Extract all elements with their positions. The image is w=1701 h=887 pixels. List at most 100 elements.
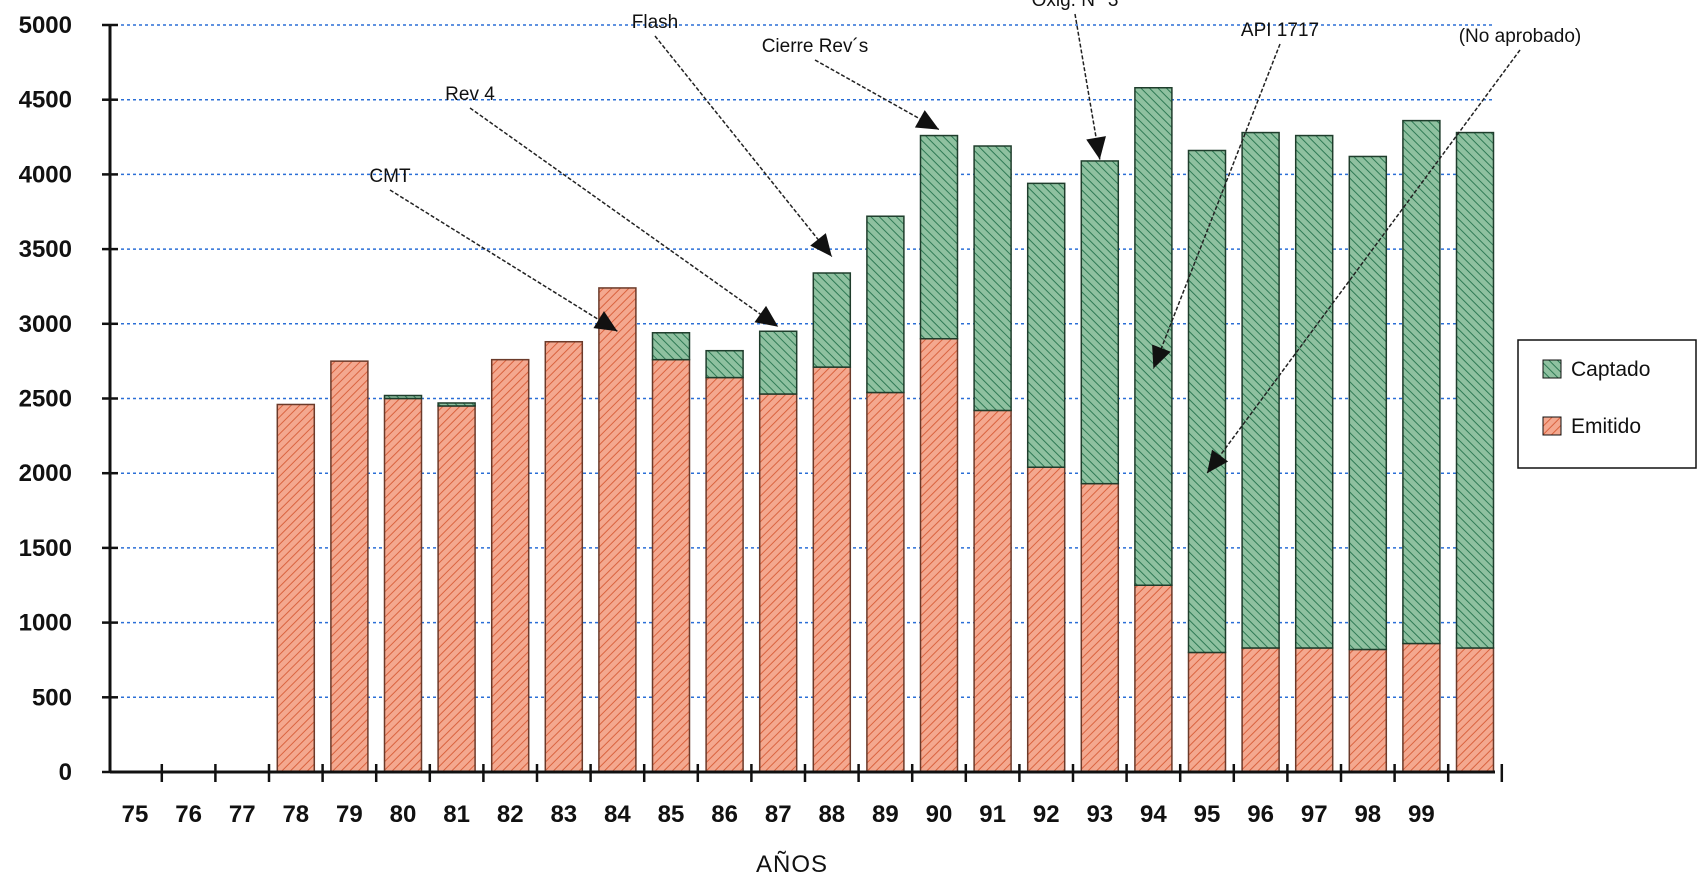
y-tick-label: 500 xyxy=(32,684,72,711)
x-tick-label: 77 xyxy=(229,801,256,828)
bars xyxy=(276,86,1495,773)
y-tick-label: 2500 xyxy=(19,386,72,413)
bar-emitido-last xyxy=(1455,647,1495,773)
bar-emitido-91 xyxy=(973,409,1012,773)
annotation-label: Oxig. N° 3 xyxy=(1032,0,1119,11)
bar-emitido-95 xyxy=(1187,651,1227,773)
legend: Captado Emitido xyxy=(1517,339,1697,469)
y-tick-label: 1000 xyxy=(19,610,72,637)
bar-emitido-80 xyxy=(383,397,423,773)
annotation-label: (No aprobado) xyxy=(1459,26,1582,47)
annotation-arrow-line xyxy=(389,189,618,332)
x-tick-label: 84 xyxy=(604,801,631,828)
bar-captado-88 xyxy=(812,272,852,368)
legend-label-emitido: Emitido xyxy=(1571,415,1641,438)
annotation-arrowhead xyxy=(1086,136,1106,160)
bar-emitido-83 xyxy=(544,340,584,773)
legend-swatch-emitido xyxy=(1542,416,1562,436)
bar-emitido-85 xyxy=(651,358,691,773)
x-tick-label: 89 xyxy=(872,801,899,828)
x-tick-label: 79 xyxy=(336,801,363,828)
annotation-arrowhead xyxy=(754,305,779,327)
bar-emitido-97 xyxy=(1294,647,1334,773)
y-tick-label: 4000 xyxy=(19,161,72,188)
x-tick-label: 96 xyxy=(1247,801,1274,828)
bar-emitido-78 xyxy=(276,403,316,773)
x-tick-label: 98 xyxy=(1354,801,1381,828)
annotation-label: API 1717 xyxy=(1241,20,1319,41)
annotations: CMT Rev 4 Flash Cierre Rev´s Oxig. N° 3 API 1… xyxy=(369,0,1582,474)
bar-captado-86 xyxy=(705,349,744,379)
bar-emitido-82 xyxy=(490,358,530,773)
x-tick-label: 75 xyxy=(122,801,149,828)
gridlines xyxy=(115,24,1495,699)
x-tick-label: 82 xyxy=(497,801,524,828)
x-tick-label: 78 xyxy=(282,801,309,828)
bar-emitido-87 xyxy=(758,393,798,773)
annotation-arrowhead xyxy=(914,110,939,130)
annotation-arrow-line xyxy=(469,107,779,328)
annotation-label: Flash xyxy=(632,12,678,33)
bar-captado-81 xyxy=(437,402,476,407)
bar-captado-96 xyxy=(1241,131,1280,649)
bar-captado-90 xyxy=(919,134,959,340)
annotation-arrowhead xyxy=(593,311,618,332)
annotation-arrowhead xyxy=(810,233,832,257)
x-tick-label: 81 xyxy=(443,801,470,828)
x-tick-label: 95 xyxy=(1194,801,1221,828)
bar-emitido-79 xyxy=(330,360,369,773)
annotation-label: Rev 4 xyxy=(445,84,495,105)
annotation-arrow-line xyxy=(654,35,833,258)
legend-label-captado: Captado xyxy=(1571,358,1650,381)
annotation-label: Cierre Rev´s xyxy=(762,36,869,57)
annotation-arrow-line xyxy=(1206,49,1521,474)
bar-emitido-99 xyxy=(1402,642,1441,773)
x-tick-label: 87 xyxy=(765,801,792,828)
bar-captado-87 xyxy=(758,330,798,395)
bar-emitido-81 xyxy=(437,405,476,773)
x-tick-label: 99 xyxy=(1408,801,1435,828)
axes: 0 500 1000 1500 2000 2500 3000 3500 4000 4500 5000… xyxy=(19,12,1504,828)
bar-emitido-90 xyxy=(919,337,959,773)
y-tick-label: 4500 xyxy=(19,87,72,114)
x-tick-label: 76 xyxy=(175,801,202,828)
y-tick-label: 2000 xyxy=(19,460,72,487)
bar-captado-80 xyxy=(383,394,423,400)
y-tick-label: 5000 xyxy=(19,12,72,39)
bar-emitido-92 xyxy=(1026,466,1066,773)
annotation-arrow-line xyxy=(1074,13,1101,160)
bar-emitido-84 xyxy=(598,287,637,773)
x-tick-label: 97 xyxy=(1301,801,1328,828)
bar-captado-91 xyxy=(973,145,1012,412)
x-tick-label: 83 xyxy=(550,801,577,828)
y-tick-label: 1500 xyxy=(19,535,72,562)
x-tick-label: 88 xyxy=(818,801,845,828)
bar-captado-last xyxy=(1455,131,1495,649)
bar-captado-89 xyxy=(866,215,905,394)
annotation-arrowhead xyxy=(1152,344,1171,369)
legend-swatch-captado xyxy=(1542,359,1562,379)
x-tick-label: 80 xyxy=(390,801,417,828)
y-tick-label: 3500 xyxy=(19,236,72,263)
annotation-label: CMT xyxy=(369,166,411,187)
x-tick-label: 92 xyxy=(1033,801,1060,828)
bar-captado-85 xyxy=(651,332,691,361)
bar-emitido-89 xyxy=(866,391,905,773)
bar-emitido-93 xyxy=(1080,482,1120,773)
bar-captado-98 xyxy=(1348,155,1388,651)
bar-emitido-98 xyxy=(1348,648,1388,773)
bar-captado-95 xyxy=(1187,149,1227,654)
x-tick-label: 86 xyxy=(711,801,738,828)
x-axis-label: AÑOS xyxy=(756,851,828,878)
y-tick-label: 3000 xyxy=(19,311,72,338)
x-tick-label: 85 xyxy=(658,801,685,828)
bar-captado-93 xyxy=(1080,160,1120,485)
bar-captado-97 xyxy=(1294,134,1334,649)
annotation-arrow-line xyxy=(1152,43,1281,369)
y-tick-label: 0 xyxy=(59,759,72,786)
bar-emitido-86 xyxy=(705,376,744,773)
x-tick-label: 94 xyxy=(1140,801,1167,828)
bar-emitido-94 xyxy=(1134,584,1173,773)
x-tick-label: 90 xyxy=(926,801,953,828)
